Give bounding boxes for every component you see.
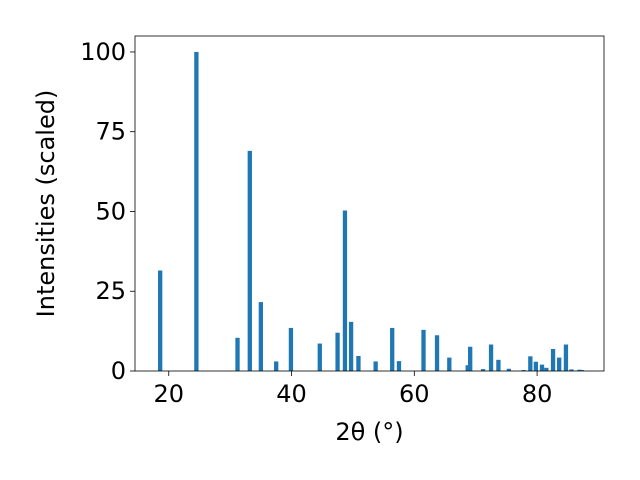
bar — [563, 344, 569, 371]
bar — [480, 369, 486, 371]
bar — [447, 357, 452, 371]
bar — [356, 356, 361, 371]
y-tick-label: 50 — [95, 197, 126, 225]
y-axis-label: Intensities (scaled) — [32, 90, 60, 318]
bar — [465, 365, 470, 371]
bar — [577, 369, 582, 371]
x-tick-label: 40 — [276, 380, 307, 408]
bar — [468, 346, 473, 371]
bar — [342, 210, 348, 371]
bar — [544, 367, 549, 371]
x-axis-label: 2θ (°) — [335, 418, 403, 446]
bar — [434, 335, 440, 371]
y-tick-label: 75 — [95, 118, 126, 146]
bar — [348, 321, 354, 371]
y-tick-label: 100 — [80, 38, 126, 66]
y-tick-label: 0 — [111, 357, 126, 385]
bar — [335, 332, 340, 371]
bar — [550, 348, 556, 371]
bar — [396, 361, 402, 371]
x-tick-label: 20 — [153, 380, 184, 408]
bar — [569, 369, 574, 371]
bar — [247, 150, 252, 371]
x-axis-ticks: 20 40 60 80 — [153, 371, 552, 408]
bar — [557, 357, 562, 371]
bar — [390, 327, 395, 371]
bar — [579, 370, 585, 371]
bar — [528, 356, 533, 371]
bar — [194, 51, 199, 371]
x-tick-label: 80 — [522, 380, 553, 408]
bar — [258, 302, 263, 371]
y-axis-ticks: 0 25 50 75 100 — [80, 38, 135, 385]
y-tick-label: 25 — [95, 277, 126, 305]
bars-group — [158, 51, 585, 371]
bar — [235, 337, 240, 371]
bar — [539, 364, 545, 371]
bar — [488, 344, 494, 371]
bar — [421, 329, 426, 371]
bar — [158, 270, 163, 371]
bar — [533, 361, 539, 371]
bar — [506, 368, 511, 371]
bar — [317, 343, 322, 371]
plot-frame — [134, 35, 605, 372]
bar — [373, 361, 378, 371]
x-tick-label: 60 — [399, 380, 430, 408]
bar — [274, 361, 279, 371]
bar — [521, 370, 526, 371]
bar — [496, 359, 501, 371]
bar — [288, 327, 294, 371]
